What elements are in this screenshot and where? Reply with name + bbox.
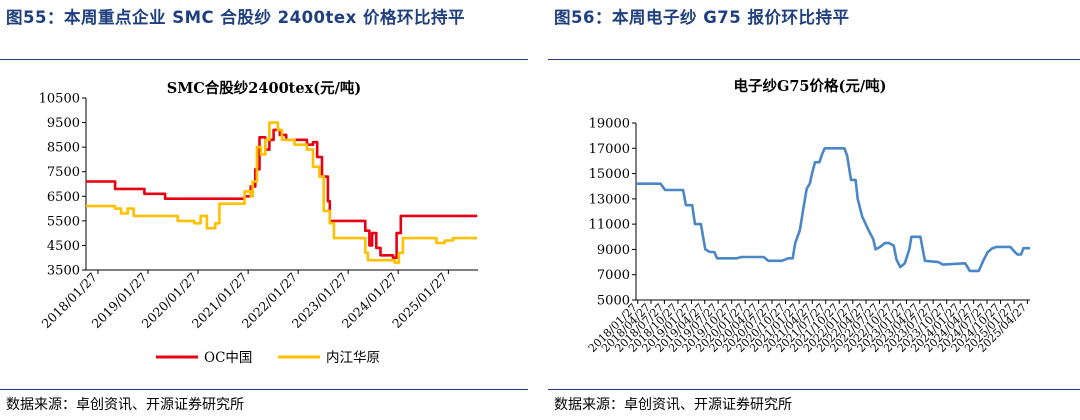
legend-label-2: 内江华原 <box>326 350 380 366</box>
y-tick-label: 9500 <box>47 116 80 131</box>
y-tick-label: 8500 <box>47 141 80 156</box>
y-tick-label: 3500 <box>47 264 80 279</box>
series-line-1 <box>86 128 478 259</box>
y-tick-label: 5500 <box>47 214 80 229</box>
left-title-rule <box>0 59 528 60</box>
y-tick-label: 5000 <box>597 294 630 309</box>
y-tick-label: 9000 <box>597 243 630 258</box>
series-line-2 <box>86 121 478 264</box>
chart-title: 电子纱G75价格(元/吨) <box>733 77 886 95</box>
y-tick-label: 4500 <box>47 239 80 254</box>
left-source-rule <box>0 389 528 390</box>
chart-title: SMC合股纱2400tex(元/吨) <box>167 79 362 97</box>
y-tick-label: 11000 <box>589 218 630 233</box>
left-source-note: 数据来源：卓创资讯、开源证券研究所 <box>6 397 244 413</box>
y-tick-label: 7000 <box>597 268 630 283</box>
series-line-1 <box>636 147 1030 273</box>
right-title-rule <box>548 59 1080 60</box>
smc-price-chart: SMC合股纱2400tex(元/吨) 10500 9500 8500 7500 6500… <box>38 79 478 366</box>
legend-label-1: OC中国 <box>204 350 252 366</box>
y-tick-label: 13000 <box>589 192 630 207</box>
y-tick-label: 19000 <box>589 117 630 132</box>
left-figure-title: 图55：本周重点企业 SMC 合股纱 2400tex 价格环比持平 <box>6 8 465 27</box>
y-tick-label: 10500 <box>39 92 80 107</box>
y-tick-label: 17000 <box>589 142 630 157</box>
right-source-note: 数据来源：卓创资讯、开源证券研究所 <box>554 397 792 413</box>
g75-price-chart: 电子纱G75价格(元/吨) 19000 17000 15000 13000 11000 9… <box>586 77 1030 355</box>
y-tick-label: 6500 <box>47 190 80 205</box>
right-figure-panel: 图56：本周电子纱 G75 报价环比持平 电子纱G75价格(元/吨) 19000… <box>548 0 1080 420</box>
y-tick-label: 15000 <box>589 167 630 182</box>
right-source-rule <box>548 389 1080 390</box>
left-figure-panel: 图55：本周重点企业 SMC 合股纱 2400tex 价格环比持平 SMC合股纱… <box>0 0 528 420</box>
y-tick-label: 7500 <box>47 165 80 180</box>
right-figure-title: 图56：本周电子纱 G75 报价环比持平 <box>554 8 850 27</box>
